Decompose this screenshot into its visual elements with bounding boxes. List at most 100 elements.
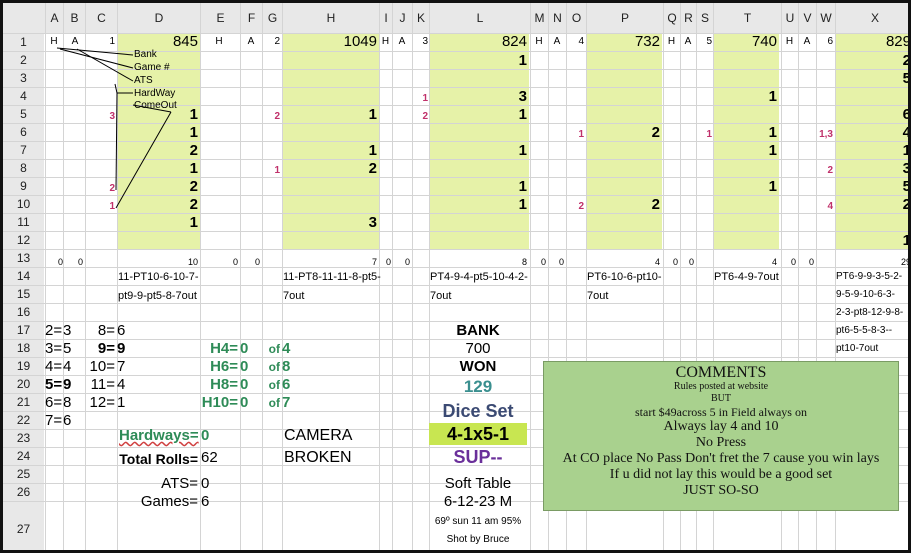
hardways-value[interactable]: 0 [201,427,210,444]
g2-g5[interactable]: 2 [274,111,280,122]
g3-l7[interactable]: 1 [518,142,527,159]
corner-cell[interactable] [3,3,45,33]
g4-note-1[interactable]: PT6-10-6-pt10- [587,271,662,283]
dist-3-1[interactable]: 9 [63,376,72,393]
dist-0-3[interactable]: 6 [117,322,126,339]
dist-4-1[interactable]: 8 [63,394,72,411]
dist-0-2[interactable]: 8= [97,322,115,339]
hw-count-2-0[interactable]: H8= [210,376,238,393]
r1-s[interactable]: 5 [706,36,712,47]
row-header-21[interactable]: 21 [3,394,44,411]
dist-2-2[interactable]: 10= [89,358,115,375]
g6-note-3[interactable]: 2-3-pt8-12-9-8- [836,307,904,318]
g5-t4[interactable]: 1 [768,88,777,105]
g2-g8[interactable]: 1 [274,165,280,176]
row-header-22[interactable]: 22 [3,412,44,429]
dist-0-0[interactable]: 2= [45,322,63,339]
g4-p10[interactable]: 2 [651,196,660,213]
row-header-24[interactable]: 24 [3,448,44,465]
r1-g[interactable]: 2 [274,36,280,47]
g6-x5[interactable]: 6 [902,106,911,123]
dist-5-0[interactable]: 7= [45,412,63,429]
dist-3-3[interactable]: 4 [117,376,126,393]
r1-w[interactable]: 6 [827,36,833,47]
r1-l[interactable]: 824 [501,33,527,50]
hw-count-0-0[interactable]: H4= [210,340,238,357]
hw-count-1-0[interactable]: H6= [210,358,238,375]
column-header-h[interactable]: H [283,3,379,33]
g1-c5[interactable]: 3 [109,111,115,122]
bank-label[interactable]: BANK [456,322,500,339]
dist-1-0[interactable]: 3= [45,340,63,357]
column-header-w[interactable]: W [817,3,835,33]
g1-c9[interactable]: 2 [109,183,115,194]
r1-i[interactable]: H [381,36,390,47]
g2-h8[interactable]: 2 [368,160,377,177]
g4-m13[interactable]: 0 [540,257,546,267]
column-header-n[interactable]: N [549,3,566,33]
g3-j13[interactable]: 0 [404,257,410,267]
row-header-7[interactable]: 7 [3,142,44,159]
g1-d5[interactable]: 1 [189,106,198,123]
hw-count-0-3[interactable]: 4 [282,340,291,357]
g6-x10[interactable]: 2 [902,196,911,213]
row-header-2[interactable]: 2 [3,52,44,69]
g1-d7[interactable]: 2 [189,142,198,159]
g3-note-1[interactable]: PT4-9-4-pt5-10-4-2- [430,271,528,283]
hw-count-1-2[interactable]: of [268,360,280,374]
hw-count-1-3[interactable]: 8 [282,358,291,375]
r1-e[interactable]: H [215,36,223,47]
g3-l9[interactable]: 1 [518,178,527,195]
g6-w6[interactable]: 1,3 [819,129,833,140]
r1-c[interactable]: 1 [109,36,115,47]
row-header-19[interactable]: 19 [3,358,44,375]
g1-d8[interactable]: 1 [189,160,198,177]
column-header-l[interactable]: L [430,3,530,33]
date-label[interactable]: 6-12-23 M [443,493,513,510]
row-header-11[interactable]: 11 [3,214,44,231]
dist-2-0[interactable]: 4= [45,358,63,375]
column-header-r[interactable]: R [681,3,696,33]
bank-value[interactable]: 700 [465,340,491,357]
g6-note-5[interactable]: pt10-7out [836,343,879,354]
row-header-4[interactable]: 4 [3,88,44,105]
hw-count-1-1[interactable]: 0 [240,358,249,375]
won-label[interactable]: WON [459,358,497,375]
r1-m[interactable]: H [535,36,543,47]
g5-s6[interactable]: 1 [706,129,712,140]
g1-c10[interactable]: 1 [109,201,115,212]
g4-o10[interactable]: 2 [578,201,584,212]
hw-count-2-3[interactable]: 6 [282,376,291,393]
g6-x9[interactable]: 5 [902,178,911,195]
g3-note-2[interactable]: 7out [430,290,452,302]
dist-2-3[interactable]: 7 [117,358,126,375]
r1-x[interactable]: 829 [885,33,911,50]
column-header-o[interactable]: O [567,3,586,33]
column-header-s[interactable]: S [697,3,713,33]
dist-3-2[interactable]: 11= [90,376,115,393]
g4-o6[interactable]: 1 [578,129,584,140]
dist-5-1[interactable]: 6 [63,412,72,429]
g6-x12[interactable]: 1 [902,232,911,249]
hw-count-0-1[interactable]: 0 [240,340,249,357]
ats-value[interactable]: 0 [201,475,210,492]
column-header-e[interactable]: E [201,3,240,33]
g4-p13[interactable]: 4 [654,257,660,267]
row-header-8[interactable]: 8 [3,160,44,177]
column-header-b[interactable]: B [64,3,85,33]
hw-count-2-2[interactable]: of [268,378,280,392]
dice-set-label[interactable]: Dice Set [442,401,514,421]
games-value[interactable]: 6 [201,493,210,510]
g5-t7[interactable]: 1 [768,142,777,159]
column-header-j[interactable]: J [393,3,412,33]
r1-q[interactable]: H [667,36,676,47]
comments-box[interactable]: COMMENTS Rules posted at website BUT sta… [543,361,899,511]
g1-d13[interactable]: 10 [187,257,198,267]
camera-line-2[interactable]: BROKEN [284,449,352,466]
column-header-u[interactable]: U [782,3,798,33]
dist-1-2[interactable]: 9= [97,340,115,357]
column-header-m[interactable]: M [531,3,548,33]
r1-r[interactable]: A [684,36,692,47]
dist-0-1[interactable]: 3 [63,322,72,339]
total-rolls-label[interactable]: Total Rolls= [119,451,198,467]
